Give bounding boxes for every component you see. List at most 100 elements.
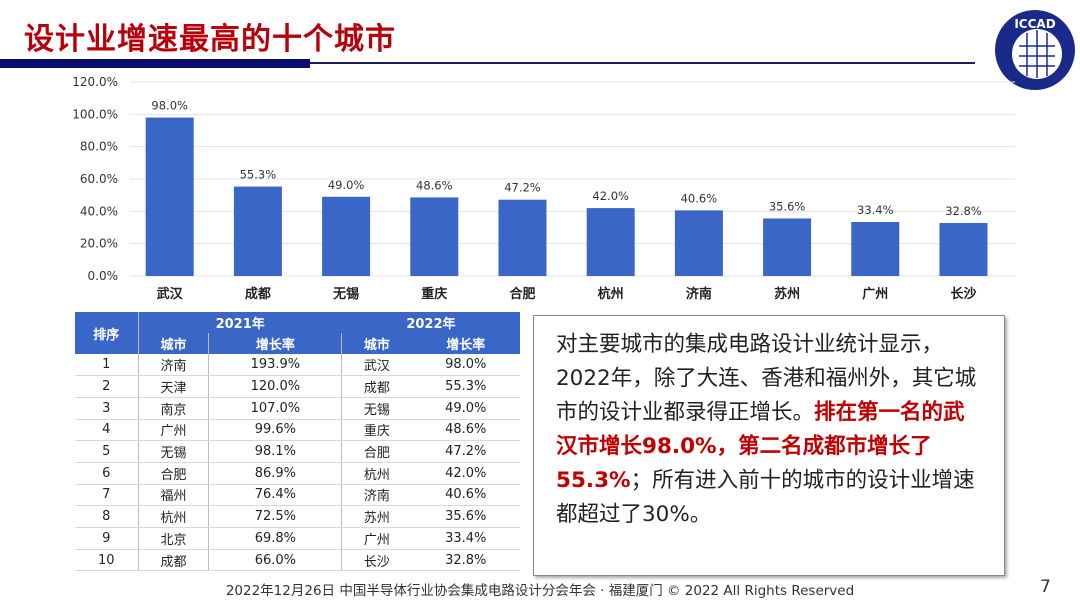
- bar: [322, 196, 371, 276]
- data-label: 98.0%: [151, 99, 188, 113]
- y-tick-label: 120.0%: [72, 75, 118, 89]
- city-2021-cell: 北京: [138, 527, 210, 550]
- col-header: 增长率: [411, 333, 520, 354]
- city-2022-cell: 成都: [341, 375, 412, 398]
- table-row: 4 广州 99.6% 重庆 48.6%: [75, 419, 520, 442]
- x-tick-label: 重庆: [421, 286, 447, 302]
- city-2021-cell: 广州: [138, 419, 210, 442]
- city-2022-cell: 杭州: [341, 462, 412, 485]
- city-2021-cell: 福州: [138, 484, 210, 507]
- x-tick-label: 苏州: [774, 286, 800, 302]
- x-tick-label: 济南: [686, 286, 712, 302]
- y-tick-label: 0.0%: [88, 269, 119, 283]
- table-row: 6 合肥 86.9% 杭州 42.0%: [75, 462, 520, 485]
- table-row: 5 无锡 98.1% 合肥 47.2%: [75, 440, 520, 463]
- data-label: 49.0%: [328, 178, 365, 192]
- title-underline-thick: [0, 59, 310, 68]
- table-row: 1 济南 193.9% 武汉 98.0%: [75, 354, 520, 377]
- rate-2021-cell: 98.1%: [208, 440, 343, 463]
- summary-textbox: 对主要城市的集成电路设计业统计显示，2022年，除了大连、香港和福州外，其它城市…: [533, 315, 1005, 576]
- y-tick-label: 100.0%: [72, 107, 118, 121]
- data-label: 42.0%: [592, 189, 629, 203]
- city-2022-cell: 长沙: [341, 549, 412, 572]
- rate-2022-cell: 33.4%: [411, 527, 520, 550]
- summary-text: 对主要城市的集成电路设计业统计显示，2022年，除了大连、香港和福州外，其它城市…: [556, 332, 977, 425]
- data-label: 40.6%: [681, 191, 718, 205]
- rank-cell: 1: [75, 354, 139, 377]
- x-tick-label: 长沙: [950, 286, 976, 302]
- rank-cell: 4: [75, 419, 139, 442]
- rate-2021-cell: 66.0%: [208, 549, 343, 572]
- bar: [145, 117, 194, 276]
- city-2022-cell: 济南: [341, 484, 412, 507]
- col-header: 增长率: [208, 333, 343, 354]
- city-2022-cell: 苏州: [341, 505, 412, 528]
- rate-2021-cell: 76.4%: [208, 484, 343, 507]
- city-2021-cell: 天津: [138, 375, 210, 398]
- rank-cell: 6: [75, 462, 139, 485]
- rate-2021-cell: 86.9%: [208, 462, 343, 485]
- data-label: 33.4%: [857, 203, 894, 217]
- city-2021-cell: 成都: [138, 549, 210, 572]
- city-2022-cell: 合肥: [341, 440, 412, 463]
- rate-2021-cell: 99.6%: [208, 419, 343, 442]
- x-tick-label: 广州: [862, 286, 888, 302]
- bar: [674, 210, 723, 276]
- rank-cell: 10: [75, 549, 139, 572]
- bar-chart: 0.0% 20.0% 40.0% 60.0% 80.0% 100.0% 120.0% 98.0…: [72, 75, 1015, 302]
- table-row: 8 杭州 72.5% 苏州 35.6%: [75, 505, 520, 528]
- table-row: 2 天津 120.0% 成都 55.3%: [75, 375, 520, 398]
- year-header-2021: 2021年: [138, 312, 342, 333]
- rank-header: 排序: [75, 312, 139, 354]
- bar: [410, 197, 459, 276]
- title-underline-thin: [310, 62, 975, 64]
- ranking-table: 排序 2021年 2022年 城市 增长率 城市 增长率 1 济南 193.9% 武汉…: [75, 312, 520, 572]
- rate-2022-cell: 49.0%: [411, 397, 520, 420]
- data-label: 47.2%: [504, 181, 541, 195]
- y-tick-label: 20.0%: [80, 237, 118, 251]
- bar: [763, 218, 812, 276]
- x-tick-label: 合肥: [509, 286, 535, 302]
- table-row: 3 南京 107.0% 无锡 49.0%: [75, 397, 520, 420]
- rate-2022-cell: 48.6%: [411, 419, 520, 442]
- table-row: 7 福州 76.4% 济南 40.6%: [75, 484, 520, 507]
- rank-cell: 2: [75, 375, 139, 398]
- bar: [498, 199, 547, 276]
- data-label: 32.8%: [945, 204, 982, 218]
- svg-text:ICCAD: ICCAD: [1014, 17, 1055, 31]
- y-tick-label: 60.0%: [80, 172, 118, 186]
- bar: [939, 222, 988, 276]
- rank-cell: 8: [75, 505, 139, 528]
- data-label: 35.6%: [769, 199, 806, 213]
- rank-cell: 7: [75, 484, 139, 507]
- y-tick-label: 40.0%: [80, 204, 118, 218]
- city-2021-cell: 杭州: [138, 505, 210, 528]
- city-2022-cell: 广州: [341, 527, 412, 550]
- rate-2021-cell: 193.9%: [208, 354, 343, 377]
- table-row: 10 成都 66.0% 长沙 32.8%: [75, 549, 520, 572]
- bar: [233, 186, 282, 276]
- city-2021-cell: 无锡: [138, 440, 210, 463]
- page-number: 7: [1040, 577, 1051, 597]
- bar: [851, 222, 900, 276]
- rate-2021-cell: 107.0%: [208, 397, 343, 420]
- year-header-2022: 2022年: [341, 312, 520, 333]
- city-2021-cell: 南京: [138, 397, 210, 420]
- rate-2022-cell: 35.6%: [411, 505, 520, 528]
- y-tick-label: 80.0%: [80, 140, 118, 154]
- city-2022-cell: 武汉: [341, 354, 412, 377]
- data-label: 55.3%: [240, 168, 277, 182]
- x-tick-label: 杭州: [598, 286, 624, 302]
- rank-cell: 3: [75, 397, 139, 420]
- city-2022-cell: 重庆: [341, 419, 412, 442]
- rate-2022-cell: 42.0%: [411, 462, 520, 485]
- summary-text: ；所有进入前十的城市的设计业增速都超过了30%。: [556, 468, 975, 527]
- city-2022-cell: 无锡: [341, 397, 412, 420]
- bar: [586, 208, 635, 276]
- rate-2022-cell: 55.3%: [411, 375, 520, 398]
- col-header: 城市: [341, 333, 412, 354]
- rate-2022-cell: 32.8%: [411, 549, 520, 572]
- table-row: 9 北京 69.8% 广州 33.4%: [75, 527, 520, 550]
- col-header: 城市: [138, 333, 210, 354]
- page-title: 设计业增速最高的十个城市: [24, 22, 396, 57]
